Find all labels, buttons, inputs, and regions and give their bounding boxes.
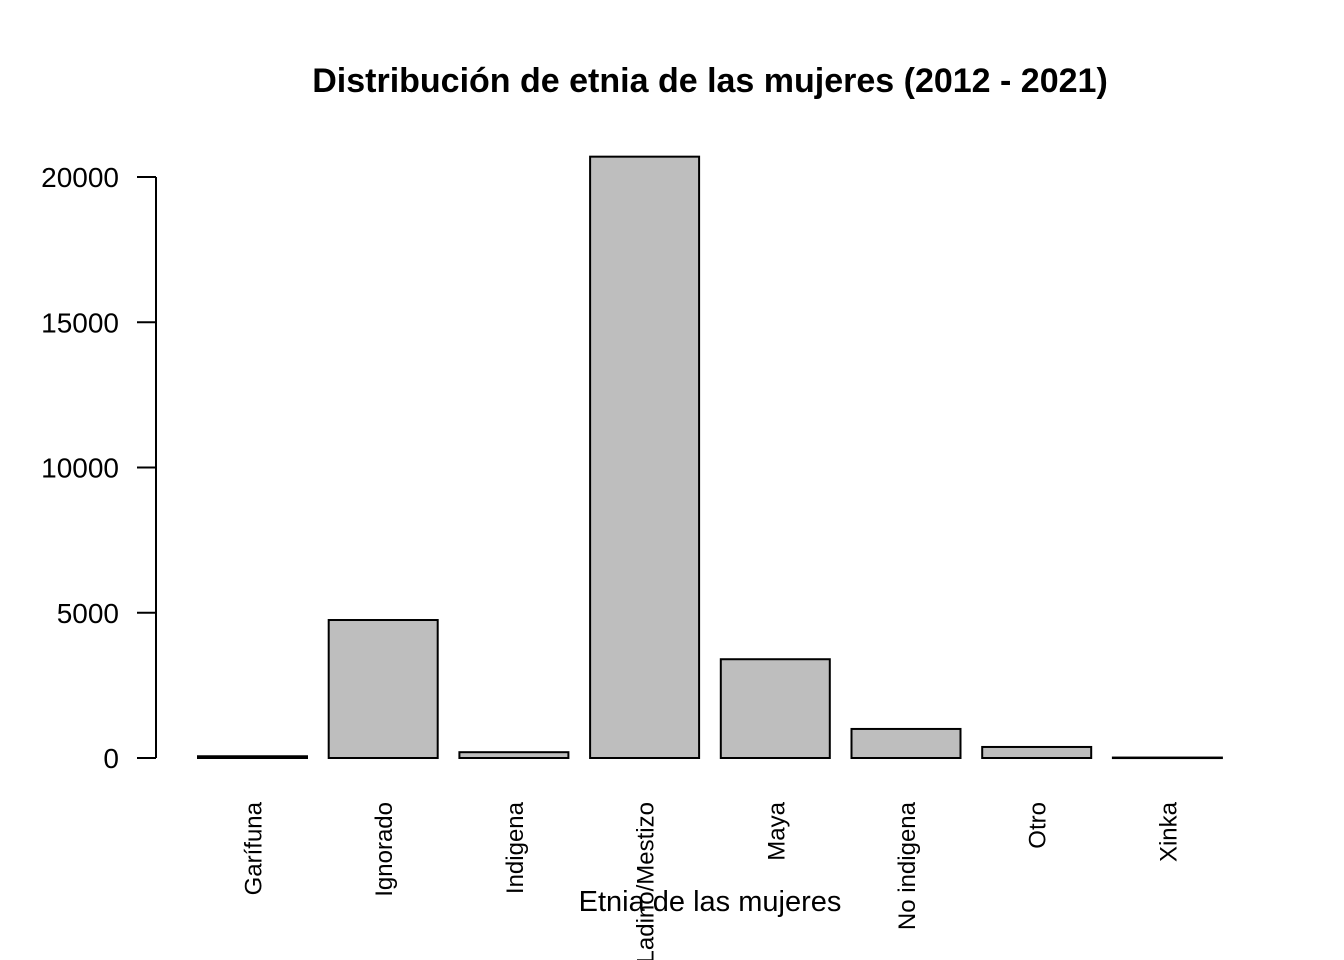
x-tick-label: Otro: [1025, 802, 1052, 849]
bar-maya: [719, 658, 831, 759]
x-tick-label: No indigena: [894, 801, 921, 930]
bar-gar-funa: [197, 755, 308, 760]
y-tick-label: 15000: [41, 307, 119, 338]
bar-ladino-mestizo: [589, 155, 701, 760]
y-tick-label: 10000: [41, 453, 119, 484]
bar-ignorado: [327, 619, 439, 760]
bar-xinka: [1111, 756, 1223, 760]
x-tick-label: Maya: [763, 801, 790, 860]
y-tick-label: 0: [103, 743, 119, 774]
category-labels: Garífuna Ignorado Indigena Ladino/Mestizo Ma…: [241, 801, 1183, 960]
x-tick-label: Xinka: [1155, 801, 1182, 862]
y-axis-ticks: 0 5000 10000 15000 20000: [41, 162, 156, 774]
chart-title: Distribución de etnia de las mujeres (20…: [312, 62, 1108, 100]
bar-otro: [981, 745, 1093, 759]
bar-no-indigena: [850, 727, 962, 760]
x-tick-label: Garífuna: [241, 801, 268, 895]
bar-indigena: [458, 751, 570, 760]
y-tick-label: 20000: [41, 162, 119, 193]
x-tick-label: Ignorado: [371, 802, 398, 897]
y-tick-label: 5000: [57, 598, 119, 629]
bars-group: [197, 155, 1223, 760]
x-tick-label: Ladino/Mestizo: [633, 802, 660, 960]
x-axis-label: Etnia de las mujeres: [579, 886, 842, 918]
x-tick-label: Indigena: [502, 801, 529, 894]
